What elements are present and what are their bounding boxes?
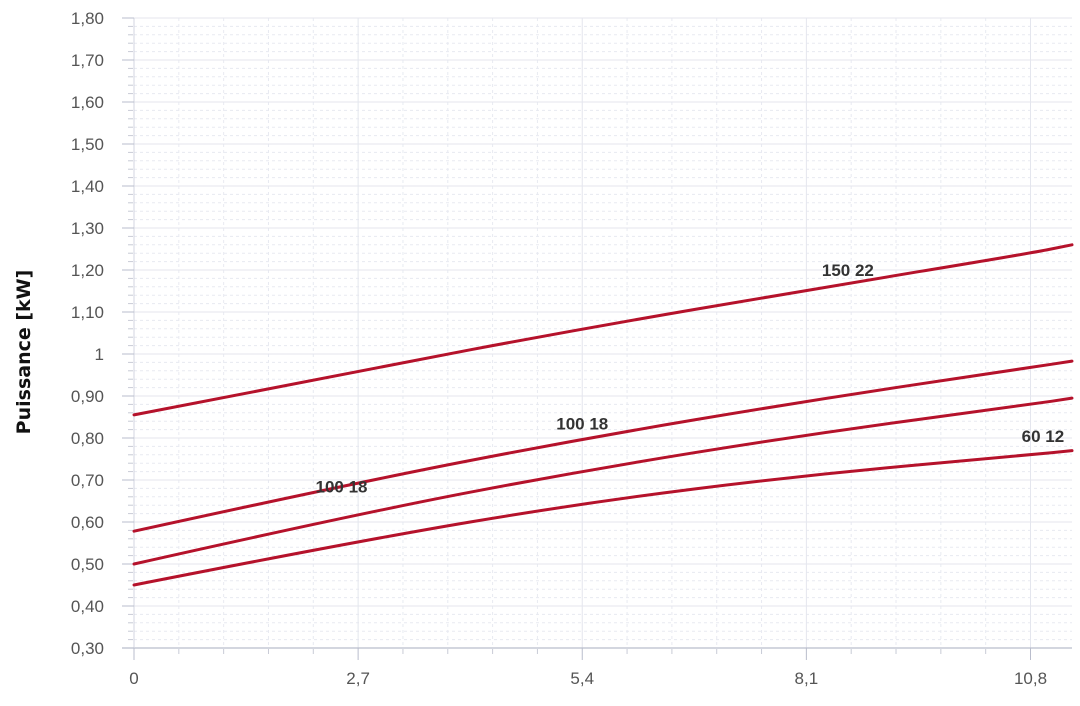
x-tick-label: 8,1 — [795, 669, 819, 688]
y-tick-label: 0,70 — [71, 471, 104, 490]
series-line-2 — [132, 359, 1074, 533]
y-tick-label: 0,40 — [71, 597, 104, 616]
y-tick-label: 1,30 — [71, 219, 104, 238]
y-tick-label: 1,10 — [71, 303, 104, 322]
x-tick-label: 5,4 — [570, 669, 594, 688]
y-tick-label: 0,50 — [71, 555, 104, 574]
y-tick-label: 1,80 — [71, 9, 104, 28]
y-tick-label: 0,80 — [71, 429, 104, 448]
series-line-3 — [132, 396, 1074, 566]
y-tick-label: 1,70 — [71, 51, 104, 70]
series-line-1 — [132, 243, 1074, 417]
y-tick-label: 1,50 — [71, 135, 104, 154]
series-line-4 — [132, 449, 1074, 587]
y-tick-label: 1,40 — [71, 177, 104, 196]
y-tick-label: 0,60 — [71, 513, 104, 532]
x-tick-label: 10,8 — [1014, 669, 1047, 688]
y-axis-label: Puissance [kW] — [13, 269, 35, 435]
x-tick-label: 2,7 — [346, 669, 370, 688]
x-tick-label: 0 — [129, 669, 138, 688]
y-tick-label: 1,20 — [71, 261, 104, 280]
y-tick-label: 1 — [95, 345, 104, 364]
y-tick-label: 1,60 — [71, 93, 104, 112]
y-tick-label: 0,90 — [71, 387, 104, 406]
curve-label: 60 12 — [1022, 427, 1065, 446]
curve-label: 150 22 — [822, 261, 874, 280]
curve-label: 100 18 — [556, 414, 608, 433]
y-tick-label: 0,30 — [71, 639, 104, 658]
curve-label: 100 18 — [316, 477, 368, 496]
